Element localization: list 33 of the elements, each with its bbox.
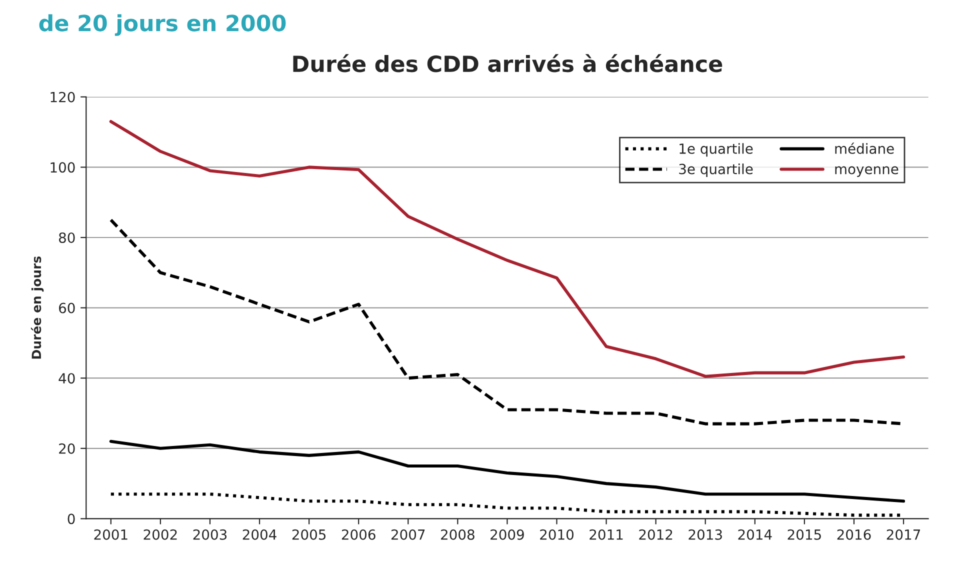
- x-tick-label: 2012: [639, 529, 672, 540]
- line-series: [109, 120, 906, 378]
- legend-label: 1e quartile: [680, 143, 753, 157]
- x-tick-label: 2006: [342, 529, 376, 540]
- y-axis-title: Durée en jours: [30, 256, 44, 359]
- x-tick-label: 2015: [788, 529, 821, 540]
- x-tick-label: 2011: [590, 529, 623, 540]
- y-tick-label: 120: [50, 92, 75, 102]
- x-tick-label: 2005: [292, 529, 326, 540]
- line-series: [109, 440, 906, 503]
- y-tick-label: 40: [58, 373, 75, 384]
- x-tick-label: 2003: [193, 529, 227, 540]
- y-tick-label: 0: [68, 514, 75, 524]
- x-tick-label: 2004: [242, 529, 276, 540]
- y-tick-label: 80: [58, 232, 75, 243]
- x-tick-label: 2009: [490, 529, 524, 540]
- x-tick-label: 2014: [738, 529, 772, 540]
- legend-label: moyenne: [835, 166, 898, 177]
- x-tick-label: 2007: [391, 529, 425, 540]
- x-tick-label: 2002: [144, 529, 177, 540]
- y-tick-label: 100: [50, 162, 75, 173]
- y-tick-label: 60: [59, 302, 75, 314]
- legend-label: 3e quartile: [679, 164, 753, 177]
- x-tick-label: 2008: [441, 529, 474, 540]
- chart-title: Durée des CDD arrivés à échéance: [293, 54, 722, 72]
- legend-label: médiane: [835, 142, 894, 154]
- text: de 20 jours en 2000: [39, 14, 286, 36]
- x-tick-label: 2013: [688, 529, 722, 540]
- x-tick-label: 2017: [886, 529, 920, 540]
- x-tick-label: 2016: [837, 529, 871, 540]
- x-tick-label: 2010: [540, 529, 574, 540]
- x-tick-label: 2001: [94, 529, 128, 540]
- y-tick-label: 20: [59, 443, 75, 454]
